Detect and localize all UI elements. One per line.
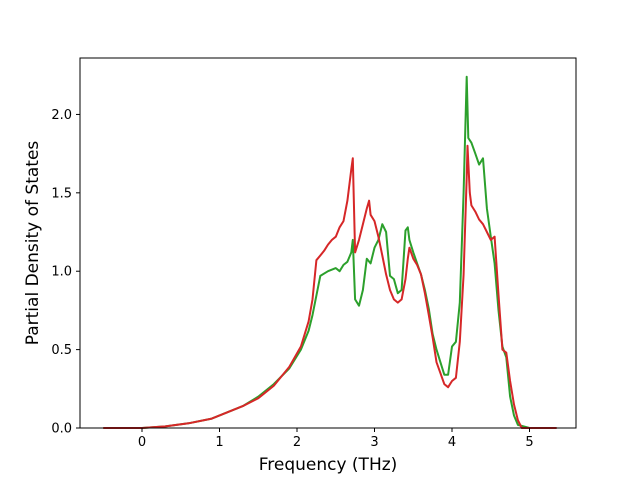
- y-axis-title: Partial Density of States: [23, 141, 43, 346]
- y-tick-label: 2.0: [51, 108, 72, 123]
- y-tick-label: 1.0: [51, 265, 72, 280]
- x-axis-ticks: 0 1 2 3 4 5: [138, 428, 534, 450]
- x-tick-label: 2: [293, 435, 301, 450]
- y-tick-label: 0.0: [51, 422, 72, 437]
- x-tick-label: 0: [138, 435, 146, 450]
- series-line-2: [103, 144, 557, 429]
- x-tick-label: 1: [215, 435, 223, 450]
- x-tick-label: 5: [525, 435, 533, 450]
- x-tick-label: 3: [370, 435, 378, 450]
- plot-frame: [79, 57, 577, 429]
- y-axis-ticks: 0.0 0.5 1.0 1.5 2.0: [51, 108, 80, 437]
- series-layer: [103, 75, 557, 429]
- y-tick-label: 1.5: [51, 186, 72, 201]
- y-tick-label: 0.5: [51, 343, 72, 358]
- series-line-1: [103, 75, 557, 429]
- x-axis-title: Frequency (THz): [259, 455, 398, 475]
- x-tick-label: 4: [448, 435, 456, 450]
